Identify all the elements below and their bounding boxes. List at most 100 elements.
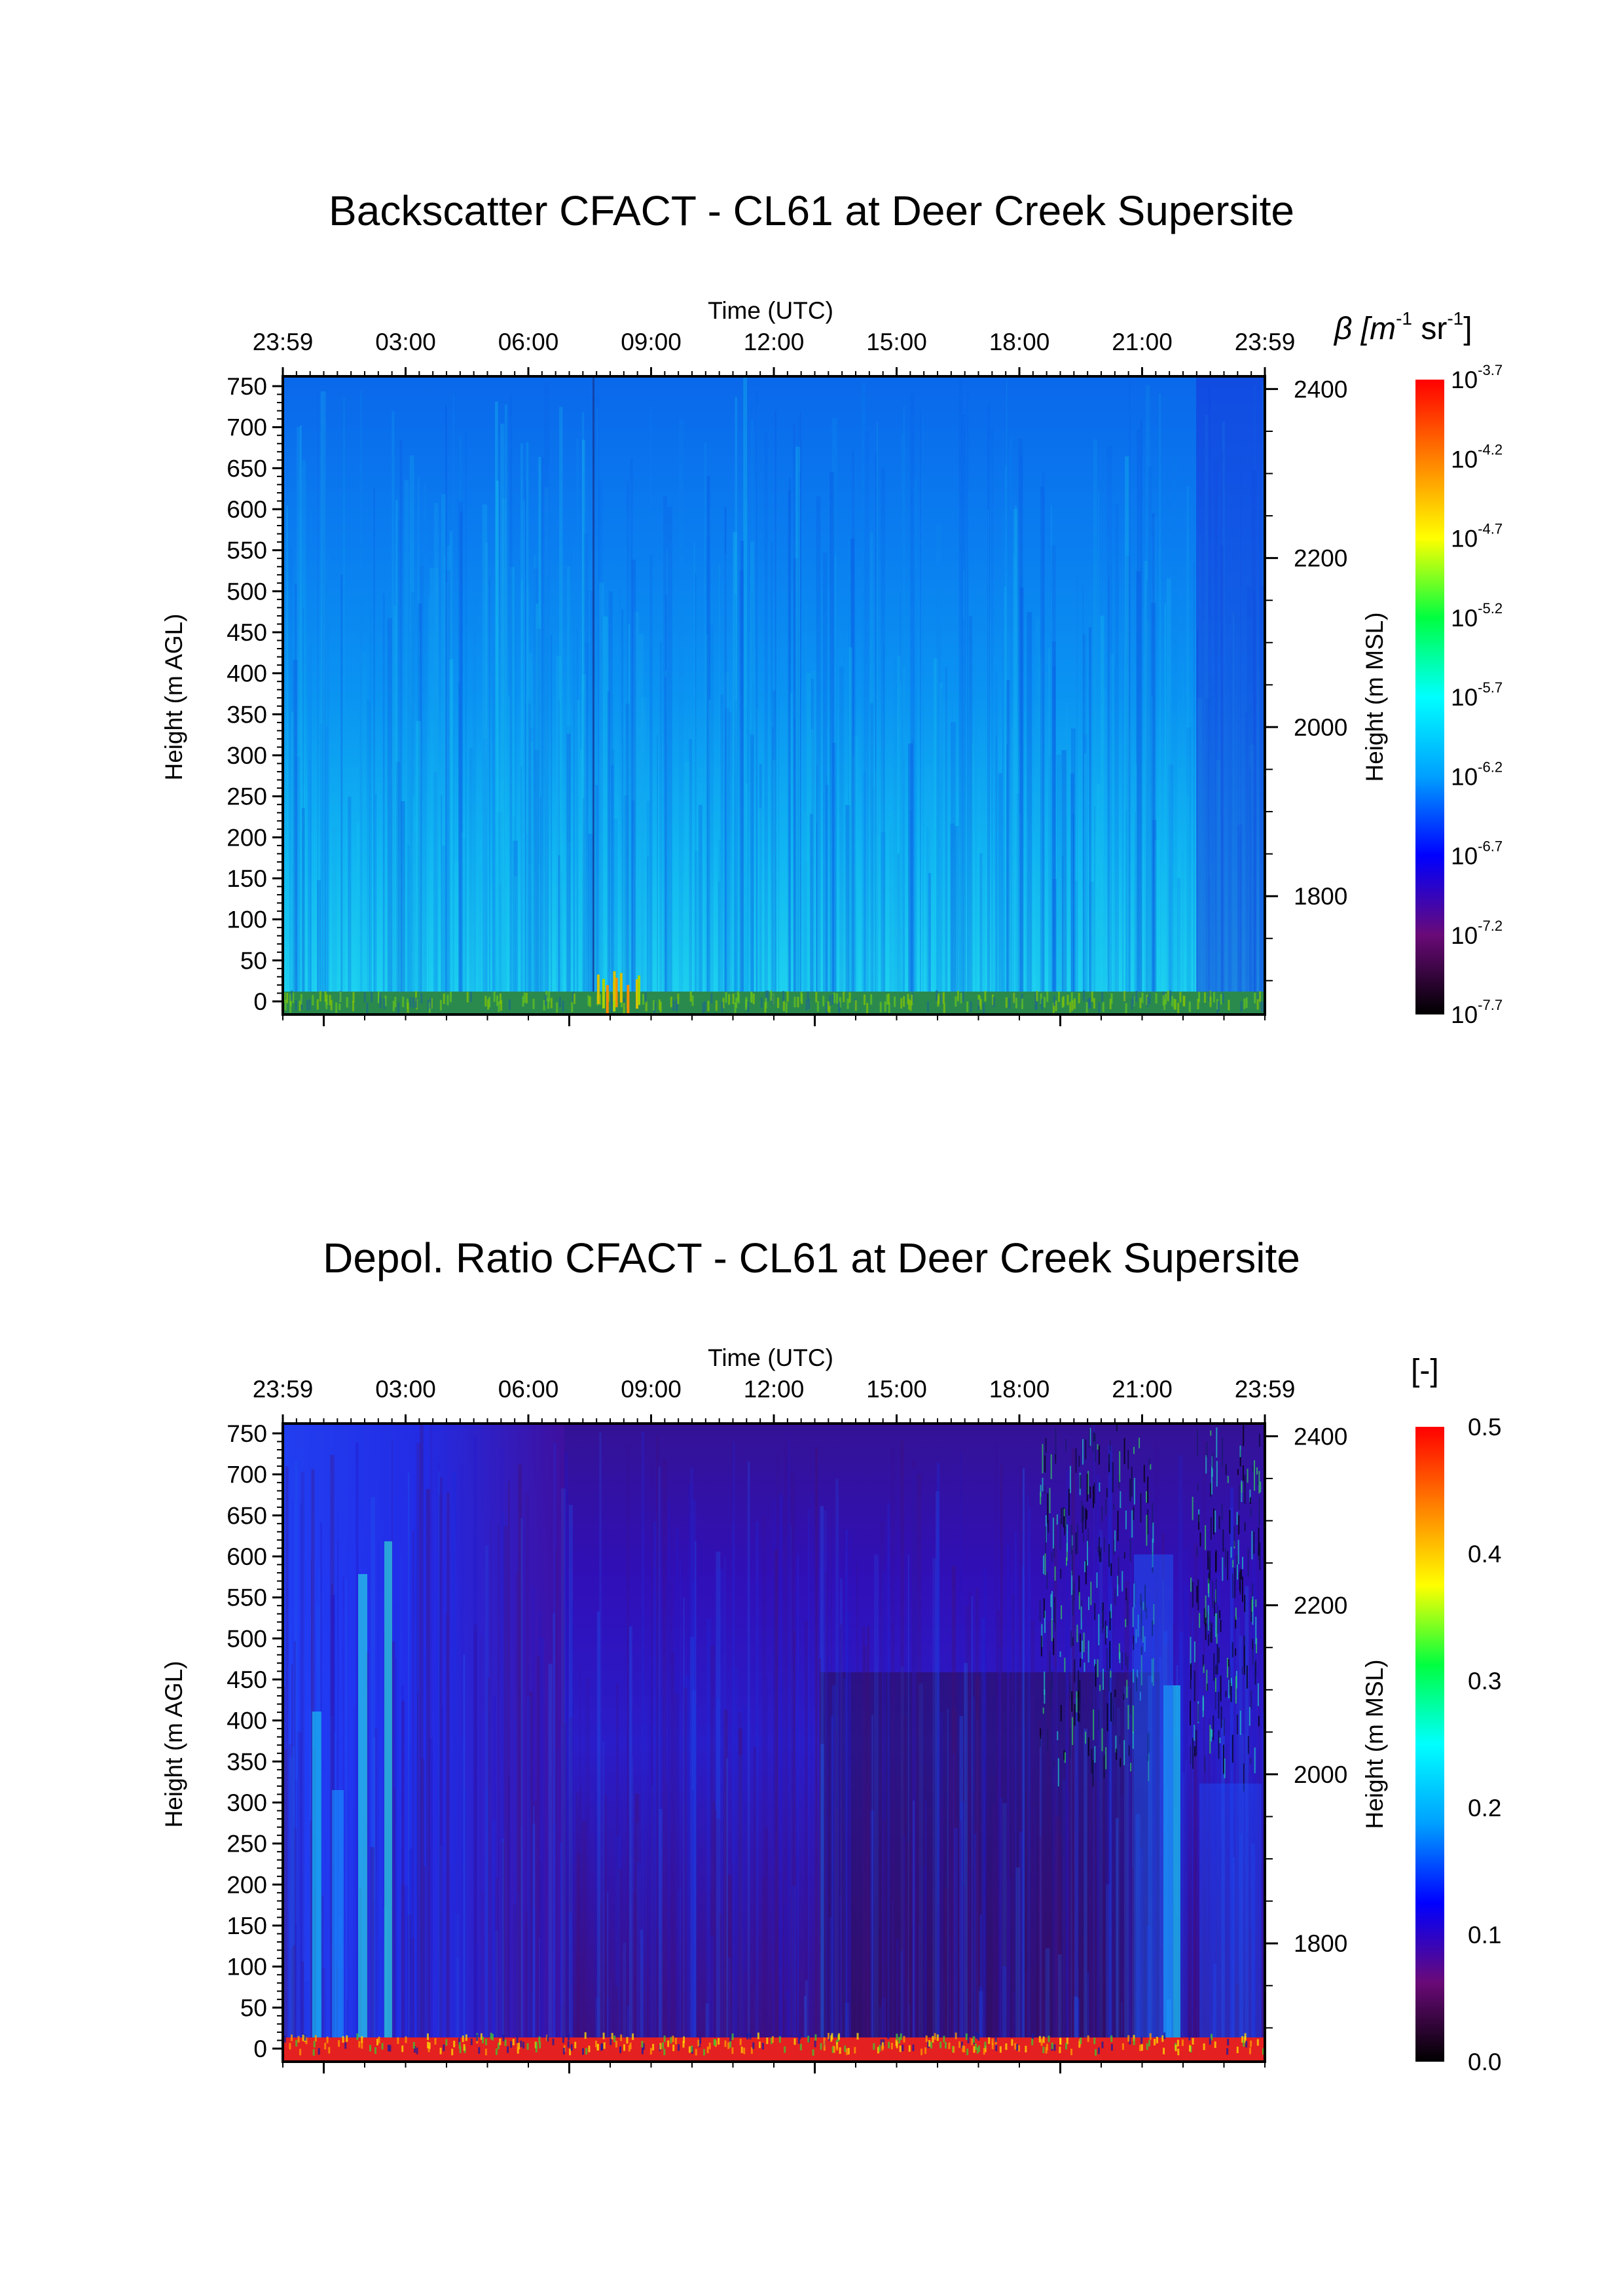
heatmap-streak [369, 593, 372, 1014]
heatmap-streak [1205, 415, 1209, 1014]
surface-layer [928, 2040, 930, 2047]
surface-layer [1165, 994, 1167, 1005]
heatmap-noise [1040, 1492, 1042, 1505]
surface-layer [652, 2043, 655, 2051]
surface-layer [1256, 999, 1259, 1010]
colorbar-tick-label: 0.0 [1468, 2049, 1501, 2075]
heatmap-streak [473, 577, 477, 1014]
surface-layer [1016, 2044, 1019, 2051]
heatmap-streak [382, 593, 385, 1014]
heatmap-streak [594, 396, 600, 1014]
heatmap-streak [667, 507, 672, 1014]
surface-layer [626, 2037, 629, 2044]
heatmap-noise [1235, 1648, 1237, 1656]
heatmap-streak [756, 391, 757, 1014]
heatmap-streak [525, 1494, 529, 2062]
heatmap-streak [803, 861, 809, 1014]
surface-layer [434, 2037, 437, 2045]
heatmap-streak [545, 1758, 547, 2062]
heatmap-streak [683, 1597, 685, 2062]
heatmap-streak [881, 1543, 883, 2062]
heatmap-streak [631, 560, 636, 1014]
heatmap-streak [836, 1734, 837, 2062]
heatmap-streak [288, 1744, 293, 2062]
surface-layer [517, 2047, 519, 2054]
heatmap-noise [1059, 1520, 1061, 1550]
surface-layer [825, 1003, 828, 1014]
heatmap-noise [1133, 1635, 1135, 1650]
surface-layer [793, 2038, 796, 2045]
heatmap-streak [1026, 1791, 1030, 2062]
heatmap-streak [409, 601, 412, 1014]
heatmap-streak [536, 628, 541, 1014]
heatmap-streak [1197, 630, 1198, 1014]
heatmap-streak [486, 1789, 488, 2062]
heatmap-streak [566, 734, 571, 1014]
surface-layer [484, 2049, 487, 2056]
heatmap-noise [1044, 1610, 1046, 1633]
surface-layer [319, 991, 321, 1002]
surface-layer [900, 998, 903, 1009]
surface-layer [458, 2041, 461, 2049]
heatmap-noise [1114, 1588, 1116, 1605]
heatmap-streak [1017, 1865, 1020, 2062]
heatmap-streak [283, 1686, 286, 2062]
surface-layer [770, 990, 773, 1001]
heatmap-streak [1203, 621, 1206, 1014]
colorbar-tick-label: 10-4.7 [1451, 521, 1503, 552]
heatmap-streak [367, 699, 371, 1014]
surface-layer [1161, 2035, 1164, 2042]
surface-layer [520, 2040, 522, 2047]
colorbar-tick-label: 0.3 [1468, 1668, 1501, 1695]
surface-layer [358, 2041, 361, 2048]
heatmap-streak [839, 1624, 843, 2062]
heatmap-streak [943, 700, 948, 1014]
heatmap-streak [816, 823, 818, 1014]
surface-layer [1156, 2036, 1158, 2043]
heatmap-streak [1193, 563, 1195, 1014]
heatmap-streak [1221, 1748, 1223, 2062]
surface-layer [873, 2043, 875, 2050]
heatmap-streak [441, 795, 442, 1014]
surface-layer [412, 2042, 415, 2049]
heatmap-streak [684, 1687, 687, 2062]
heatmap-streak [941, 688, 943, 1014]
surface-layer [953, 2046, 955, 2053]
heatmap-streak [1222, 422, 1225, 1014]
surface-layer [903, 2036, 905, 2043]
top-x-axis-label: Time (UTC) [708, 297, 833, 324]
heatmap-streak [793, 558, 799, 1014]
heatmap-streak [356, 821, 360, 1014]
heatmap-noise [1106, 1626, 1108, 1638]
heatmap-streak [482, 738, 488, 1014]
heatmap-streak [616, 2000, 620, 2062]
heatmap-streak [1235, 1617, 1241, 2062]
heatmap-streak [896, 1939, 899, 2062]
surface-layer [963, 2045, 966, 2053]
heatmap-streak [397, 520, 400, 1014]
heatmap-streak [1201, 1926, 1203, 2062]
heatmap-streak [1220, 545, 1224, 1014]
heatmap-streak [705, 2003, 709, 2062]
heatmap-noise [1087, 1737, 1089, 1756]
heatmap-noise [1243, 1636, 1245, 1666]
heatmap-streak [1233, 613, 1234, 1014]
heatmap-streak [572, 1601, 574, 2062]
heatmap-streak [1214, 459, 1218, 1014]
heatmap-streak [771, 1890, 773, 2062]
heatmap-noise [1216, 1605, 1218, 1634]
heatmap-noise [1128, 1745, 1130, 1757]
heatmap-noise [1075, 1448, 1077, 1473]
heatmap-streak [373, 488, 375, 1014]
heatmap-streak [1169, 867, 1171, 1014]
heatmap-streak [520, 766, 522, 1014]
surface-layer [606, 984, 609, 1014]
heatmap-streak [883, 1819, 886, 2062]
surface-layer [984, 991, 987, 1002]
heatmap-noise [1118, 1556, 1120, 1585]
heatmap-streak [823, 552, 828, 1014]
heatmap-streak [621, 609, 624, 1014]
heatmap-streak [312, 744, 314, 1014]
surface-layer [1038, 2036, 1041, 2043]
heatmap-streak [409, 455, 414, 1014]
